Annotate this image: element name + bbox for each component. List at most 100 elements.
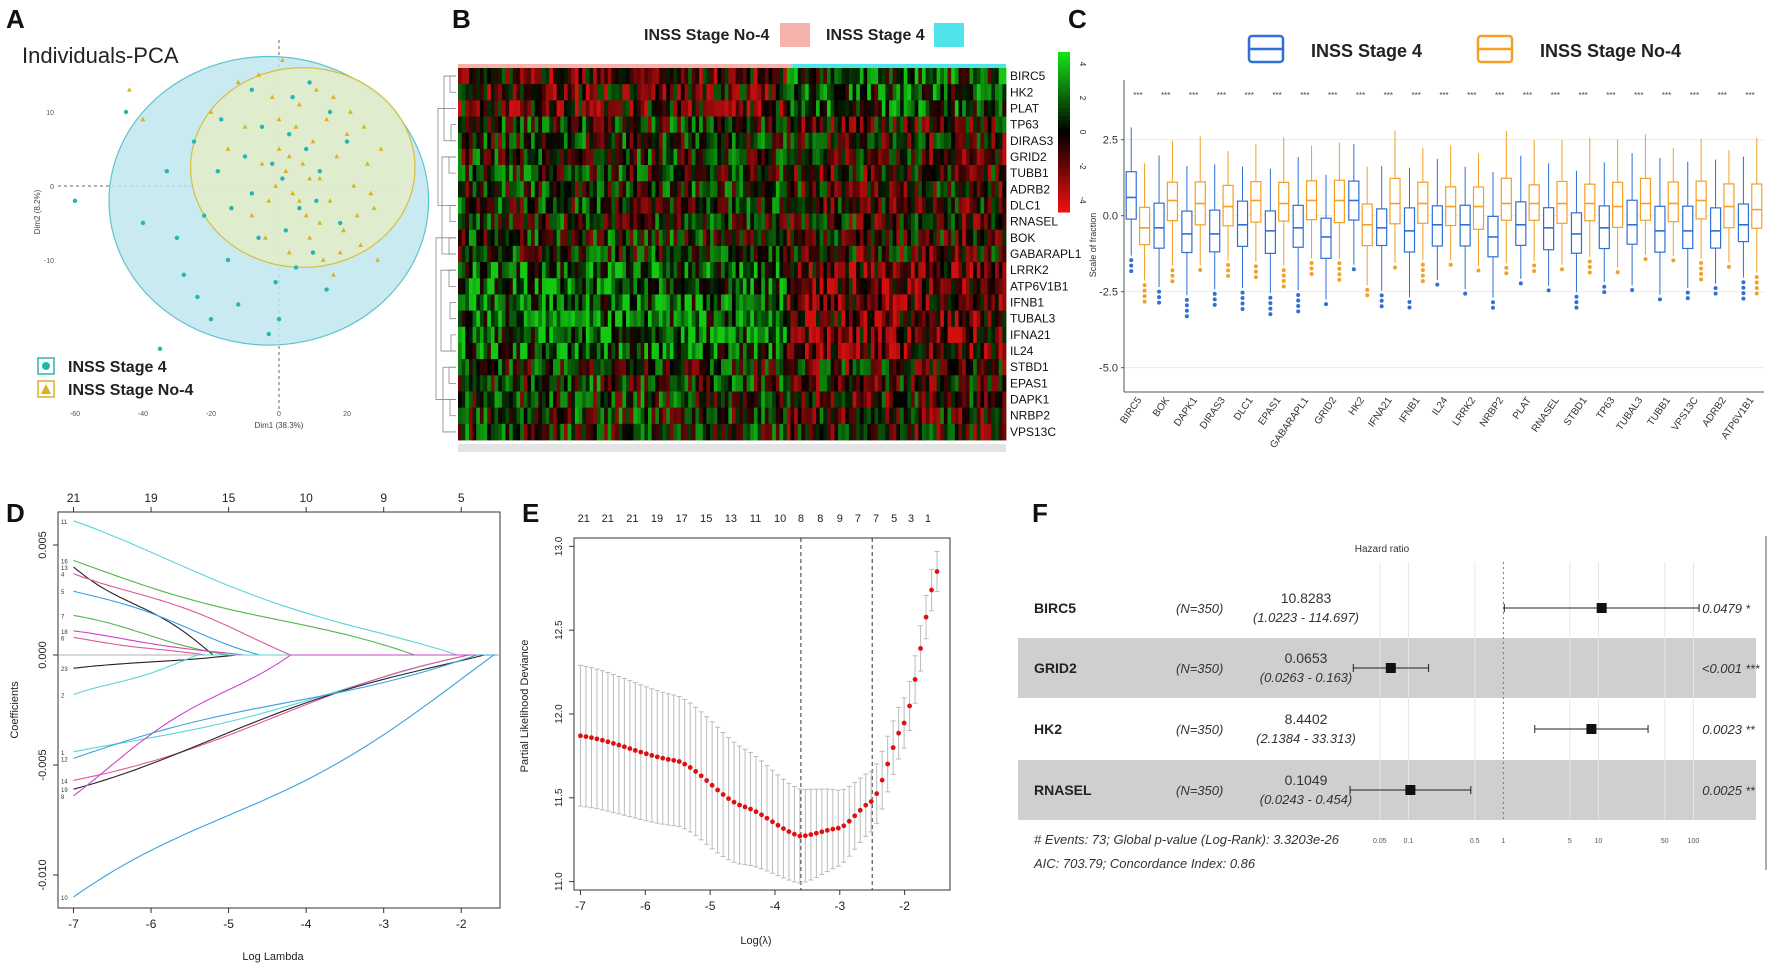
heatmap-cell: [859, 100, 864, 117]
heatmap-cell: [779, 165, 784, 182]
heatmap-cell: [615, 375, 620, 392]
heatmap-cell: [892, 407, 897, 425]
heatmap-cell: [545, 165, 550, 182]
dendrogram-branch: [435, 237, 456, 400]
heatmap-cell: [925, 213, 930, 231]
cv-deviance-point: [709, 782, 715, 788]
heatmap-cell: [962, 148, 967, 166]
heatmap-cell: [870, 84, 875, 101]
cv-top-tick-label: 1: [925, 513, 931, 525]
cv-deviance-point: [583, 734, 589, 740]
heatmap-cell: [626, 116, 631, 134]
heatmap-cell: [757, 165, 762, 182]
heatmap-cell: [673, 116, 678, 134]
boxplot-outlier: [1296, 298, 1301, 303]
heatmap-cell: [520, 116, 525, 134]
heatmap-row-label: LRRK2: [1010, 263, 1049, 277]
heatmap-cell: [962, 278, 967, 295]
heatmap-cell: [925, 181, 930, 198]
heatmap-cell: [852, 375, 857, 392]
boxplot-box: [1153, 202, 1165, 249]
heatmap-cell: [918, 245, 923, 263]
heatmap-cell: [834, 294, 839, 312]
heatmap-cell: [509, 294, 514, 312]
heatmap-cell: [542, 359, 547, 376]
heatmap-cell: [571, 116, 576, 134]
heatmap-cell: [903, 116, 908, 134]
heatmap-cell: [962, 294, 967, 312]
heatmap-cell: [637, 342, 642, 360]
heatmap-cell: [921, 229, 927, 247]
forest-ci-label: (0.0243 - 0.454): [1260, 792, 1353, 807]
boxplot-outlier: [1420, 262, 1425, 267]
heatmap-cell: [644, 423, 649, 441]
heatmap-cell: [538, 423, 543, 441]
heatmap-cell: [973, 181, 978, 198]
heatmap-cell: [666, 197, 671, 214]
heatmap-cell: [531, 68, 536, 85]
heatmap-cell: [797, 294, 802, 312]
heatmap-cell: [596, 310, 601, 328]
heatmap-cell: [666, 326, 671, 344]
heatmap-cell: [841, 68, 846, 85]
heatmap-cell: [772, 326, 777, 344]
heatmap-cell: [976, 326, 981, 344]
heatmap-cell: [468, 326, 474, 344]
heatmap-cell: [889, 197, 894, 214]
heatmap-cell: [702, 84, 707, 101]
heatmap-cell: [834, 407, 839, 425]
heatmap-cell: [637, 310, 642, 328]
heatmap-cell: [775, 407, 780, 425]
heatmap-cell: [669, 68, 674, 85]
heatmap-cell: [808, 116, 813, 134]
boxplot-significance-label: ***: [1300, 91, 1309, 100]
heatmap-cell: [936, 132, 941, 150]
heatmap-cell: [589, 326, 594, 344]
heatmap-cell: [520, 407, 525, 425]
heatmap-cell: [651, 116, 656, 134]
heatmap-cell: [925, 148, 930, 166]
heatmap-cell: [574, 375, 579, 392]
heatmap-cell: [574, 359, 579, 376]
heatmap-cell: [936, 213, 941, 231]
heatmap-cell: [626, 391, 631, 409]
heatmap-cell: [826, 342, 832, 360]
heatmap-cell: [867, 116, 872, 134]
heatmap-cell: [633, 165, 638, 182]
heatmap-cell: [626, 132, 631, 150]
heatmap-cell: [742, 245, 748, 263]
heatmap-cell: [881, 84, 886, 101]
heatmap-cell: [585, 391, 590, 409]
boxplot-outlier: [1504, 271, 1509, 276]
heatmap-cell: [848, 229, 853, 247]
boxplot-outlier: [1253, 264, 1258, 269]
heatmap-cell: [498, 213, 503, 231]
panel-b-heatmap: INSS Stage No-4 INSS Stage 4 BIRC5HK2PLA…: [435, 23, 1087, 452]
pca-point-stage-no4: [225, 146, 231, 151]
heatmap-cell: [571, 100, 576, 117]
heatmap-cell: [732, 423, 737, 441]
heatmap-cell: [863, 423, 868, 441]
heatmap-cell: [545, 229, 550, 247]
heatmap-cell: [472, 423, 477, 441]
boxplot-outlier: [1643, 257, 1648, 262]
heatmap-cell: [801, 68, 806, 85]
pca-point-stage-no4: [293, 124, 299, 129]
heatmap-cell: [545, 278, 550, 295]
heatmap-cell: [531, 342, 536, 360]
heatmap-cell: [468, 375, 474, 392]
heatmap-cell: [834, 245, 839, 263]
heatmap-cell: [516, 68, 521, 85]
heatmap-cell: [746, 310, 751, 328]
heatmap-cell: [505, 229, 510, 247]
boxplot-outlier: [1212, 297, 1217, 302]
heatmap-cell: [995, 278, 1000, 295]
heatmap-cell: [739, 359, 744, 376]
pca-point-stage4: [140, 220, 146, 226]
heatmap-cell: [498, 84, 503, 101]
heatmap-cell: [859, 407, 864, 425]
heatmap-cell: [505, 148, 510, 166]
heatmap-cell: [626, 342, 631, 360]
heatmap-cell: [658, 68, 663, 85]
heatmap-cell: [680, 375, 685, 392]
